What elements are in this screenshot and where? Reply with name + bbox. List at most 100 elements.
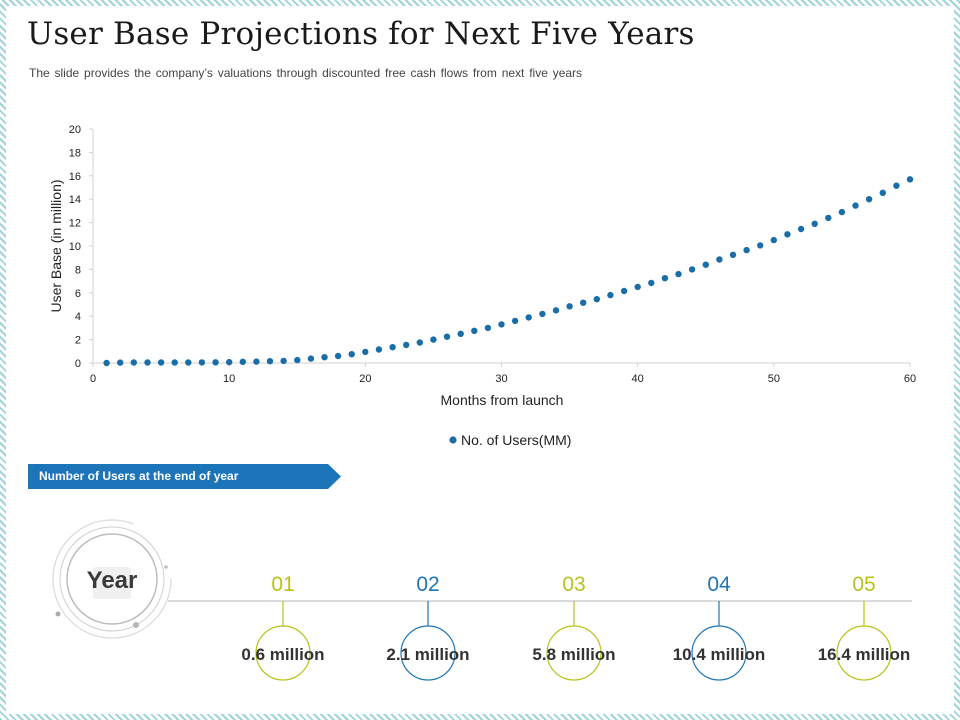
year-number: 03 — [562, 573, 585, 596]
y-tick-label: 14 — [69, 194, 81, 206]
y-tick-label: 18 — [69, 147, 81, 159]
data-point — [416, 339, 423, 346]
x-tick-label: 10 — [223, 373, 235, 385]
data-point — [294, 356, 301, 364]
year-badge: Year — [52, 519, 172, 639]
data-point — [226, 358, 233, 366]
data-point — [389, 344, 396, 351]
data-point — [334, 352, 342, 360]
data-point — [171, 359, 178, 366]
data-point — [661, 275, 669, 282]
data-point — [239, 358, 246, 365]
data-point — [743, 246, 750, 254]
data-point — [702, 261, 709, 268]
data-point — [130, 359, 137, 366]
y-tick-label: 8 — [75, 264, 81, 276]
x-tick-label: 30 — [495, 373, 507, 385]
year-timeline: Year 01 0.6 million 02 2.1 million 03 5.8 mil… — [52, 519, 912, 681]
data-point — [757, 242, 764, 249]
year-circle — [255, 625, 311, 681]
data-point — [471, 327, 478, 334]
user-base-chart: 0 2 4 6 8 10 12 14 16 18 20 0 10 20 30 40 50 60 Months fr… — [48, 124, 916, 448]
data-point — [716, 256, 723, 263]
legend-marker — [449, 436, 457, 444]
data-point — [498, 321, 505, 328]
data-point — [688, 266, 696, 273]
data-point — [865, 196, 873, 203]
year-label: Year — [87, 567, 138, 594]
data-point — [430, 336, 437, 343]
x-tick-label: 0 — [90, 373, 96, 385]
data-point — [797, 225, 805, 233]
data-point — [198, 359, 206, 366]
data-point — [634, 283, 641, 291]
data-point — [811, 220, 818, 227]
year-number: 04 — [707, 573, 731, 596]
chart-legend: No. of Users(MM) — [449, 432, 571, 448]
data-point — [525, 314, 532, 321]
data-point — [321, 354, 328, 361]
data-point — [117, 359, 124, 366]
year-item: 03 5.8 million — [532, 573, 616, 681]
data-point — [566, 303, 573, 310]
year-value: 10.4 million — [673, 645, 766, 664]
year-item: 01 0.6 million — [241, 573, 325, 681]
y-axis-label: User Base (in million) — [48, 179, 64, 312]
data-point — [266, 358, 274, 365]
data-point — [539, 310, 546, 318]
data-point — [906, 176, 914, 183]
data-point — [457, 330, 464, 337]
data-point — [307, 355, 315, 362]
x-tick-label: 40 — [632, 373, 644, 385]
year-value: 2.1 million — [386, 645, 469, 664]
year-value: 5.8 million — [532, 645, 615, 664]
data-point — [648, 279, 655, 287]
data-point — [879, 189, 886, 196]
data-point — [185, 359, 192, 366]
x-tick-label: 50 — [768, 373, 780, 385]
y-tick-label: 10 — [69, 241, 81, 253]
data-point — [253, 358, 260, 365]
year-circle — [400, 625, 456, 681]
data-point — [511, 317, 519, 325]
data-point — [620, 287, 628, 295]
year-item: 04 10.4 million — [673, 573, 766, 681]
data-point — [348, 351, 355, 358]
y-tick-label: 16 — [69, 171, 81, 183]
chart-axes: 0 2 4 6 8 10 12 14 16 18 20 0 10 20 30 40 50 60 — [69, 124, 916, 385]
data-point — [443, 333, 451, 340]
data-point — [484, 324, 492, 332]
year-number: 01 — [271, 573, 294, 596]
data-point — [580, 299, 587, 306]
data-point — [144, 359, 151, 366]
data-point — [375, 346, 383, 353]
y-tick-label: 2 — [75, 335, 81, 347]
y-tick-label: 12 — [69, 218, 81, 230]
year-circle — [691, 625, 747, 681]
y-tick-label: 6 — [75, 288, 81, 300]
data-point — [362, 348, 369, 356]
year-number: 02 — [416, 573, 439, 596]
data-point — [825, 214, 832, 222]
year-number: 05 — [852, 573, 875, 596]
y-tick-label: 0 — [75, 358, 81, 370]
data-point — [729, 251, 737, 258]
data-point — [893, 182, 900, 189]
data-point — [838, 208, 846, 216]
year-value: 16.4 million — [818, 645, 911, 664]
x-tick-label: 60 — [904, 373, 916, 385]
year-value: 0.6 million — [241, 645, 324, 664]
year-item: 05 16.4 million — [818, 573, 911, 681]
year-circle — [836, 625, 892, 681]
legend-label: No. of Users(MM) — [461, 432, 571, 448]
x-tick-label: 20 — [359, 373, 371, 385]
section-banner: Number of Users at the end of year — [28, 464, 341, 489]
data-point — [212, 359, 219, 366]
y-tick-label: 4 — [75, 311, 81, 323]
year-item: 02 2.1 million — [386, 573, 470, 681]
page-title: User Base Projections for Next Five Year… — [27, 16, 695, 52]
data-point — [675, 270, 682, 278]
year-circle — [546, 625, 602, 681]
data-point — [607, 291, 614, 299]
